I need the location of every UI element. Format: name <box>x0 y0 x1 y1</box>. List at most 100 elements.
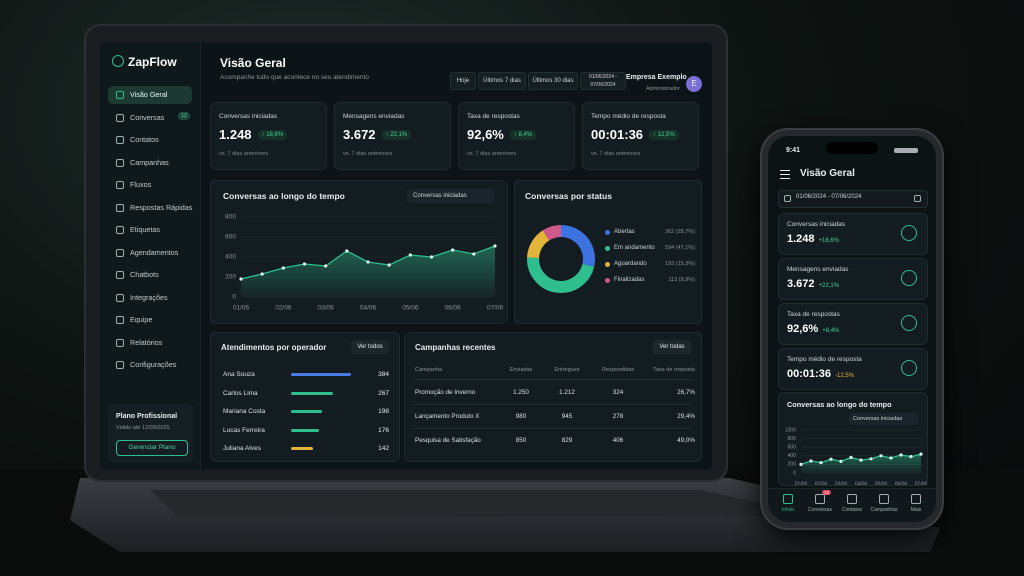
tab-icon <box>911 494 921 504</box>
point <box>839 459 843 463</box>
filter-button[interactable]: Hoje <box>450 72 476 90</box>
nav-item[interactable]: Chatbots <box>130 270 159 279</box>
y-tick-label: 1000 <box>785 427 796 433</box>
x-tick-label: 06/06 <box>895 481 908 485</box>
campaigns-card: Campanhas recentes Ver todas Campanha Envia… <box>404 332 702 462</box>
table-rule <box>413 428 693 429</box>
x-tick-label: 04/06 <box>360 305 377 312</box>
status-icons <box>894 148 918 153</box>
logo-icon <box>112 55 124 67</box>
y-tick-label: 600 <box>225 234 236 241</box>
nav-active <box>108 86 192 104</box>
avatar[interactable]: E <box>686 76 702 92</box>
icon <box>914 195 921 202</box>
table-header: Enviadas <box>509 367 533 373</box>
nav-item[interactable]: Campanhas <box>130 157 169 167</box>
kpi-delta: -12,5% <box>835 373 855 379</box>
filter-button[interactable]: Últimos 30 dias <box>528 72 578 90</box>
nav-item[interactable]: Relatórios <box>130 337 163 347</box>
kpi-row: 92,6% ↑ 8,4% <box>467 127 537 142</box>
nav-item[interactable]: Etiquetas <box>130 225 160 234</box>
kpi-label: Conversas iniciadas <box>219 113 278 120</box>
nav-item[interactable]: Conversas <box>130 112 165 122</box>
nav-item[interactable]: Equipe <box>130 315 153 324</box>
card-button[interactable]: Ver todas <box>653 340 691 354</box>
kpi-value: 3.672 <box>343 127 376 142</box>
tab-label[interactable]: Mais <box>910 507 922 513</box>
kpi-card: Tempo médio de resposta 00:01:36 ↑ 12,5% vs… <box>582 102 699 170</box>
operator-name: Juliana Alves <box>223 445 261 452</box>
legend-dot <box>605 230 610 235</box>
table-cell: 829 <box>561 437 573 444</box>
line-chart-card: Conversas ao longo do tempo Conversas ini… <box>210 180 508 324</box>
kpi-card: Taxa de respostas 92,6% ↑ 8,4% vs. 7 dias a… <box>458 102 575 170</box>
y-tick-label: 800 <box>225 214 236 221</box>
user-name: Empresa Exemplo <box>626 74 687 81</box>
nav-item[interactable]: Contatos <box>130 135 159 144</box>
nav-item[interactable]: Agendamentos <box>130 247 179 257</box>
kpi-value: 00:01:36 <box>591 127 644 142</box>
table-cell: Promoção de Inverno <box>415 389 476 396</box>
y-tick-label: 600 <box>788 445 797 451</box>
kpi-row: 1.248 +18,6% <box>787 233 839 245</box>
kpi-card: Tempo médio de resposta 00:01:36 -12,5% <box>778 348 928 390</box>
kpi-delta: ↑ 8,4% <box>509 129 537 140</box>
kpi-label: Tempo médio de resposta <box>591 113 666 120</box>
table-cell: 49,0% <box>677 437 695 444</box>
kpi-row: 00:01:36 ↑ 12,5% <box>591 127 679 142</box>
nav-item[interactable]: Configurações <box>130 360 177 369</box>
legend-dot <box>605 262 610 267</box>
x-tick-label: 06/06 <box>445 305 462 312</box>
legend-dot <box>605 246 610 251</box>
operator-name: Carlos Lima <box>223 389 258 397</box>
kpi-note: vs. 7 dias anteriores <box>219 151 269 157</box>
operator-value: 176 <box>378 426 389 434</box>
kpi-label: Taxa de respostas <box>787 311 840 318</box>
icon <box>116 136 124 144</box>
kpi-row: 1.248 ↑ 18,6% <box>219 127 288 142</box>
kpi-note: vs. 7 dias anteriores <box>591 151 641 157</box>
table-cell: 1.212 <box>559 389 575 396</box>
nav-badge: 12 <box>178 111 191 120</box>
table-cell: Pesquisa de Satisfação <box>415 437 481 444</box>
card-button[interactable]: Ver todos <box>351 340 389 354</box>
point <box>879 454 883 458</box>
nav-item[interactable]: Respostas Rápidas <box>130 202 193 212</box>
x-tick-label: 01/06 <box>233 305 250 312</box>
tab-label[interactable]: Início <box>782 507 794 513</box>
nav-item[interactable]: Fluxos <box>130 180 152 189</box>
chart-card: Conversas ao longo do tempo Conversas ini… <box>778 392 928 486</box>
nav-item[interactable]: Visão Geral <box>130 90 168 99</box>
table-rule <box>413 404 693 405</box>
area-fill <box>801 454 921 473</box>
operator-value: 267 <box>378 389 389 397</box>
point <box>345 249 349 253</box>
area-fill <box>241 246 495 297</box>
tab-label[interactable]: Contatos <box>841 507 862 513</box>
donut-segment <box>527 230 550 259</box>
icon <box>116 181 124 189</box>
point <box>889 456 893 460</box>
tab-label[interactable]: Conversas <box>808 507 832 513</box>
line-chart: 0 200 400 600 800 1000 01/06 02/06 03/06 04/06 05/… <box>785 427 927 485</box>
point <box>859 458 863 462</box>
plan-button[interactable]: Gerenciar Plano <box>116 440 188 456</box>
table-cell: 1.250 <box>513 389 529 396</box>
date-range[interactable]: 01/06/2024 - 07/06/2024 <box>580 72 626 90</box>
icon <box>116 361 124 369</box>
filter-button[interactable]: Últimos 7 dias <box>478 72 526 90</box>
phone-screen: 9:41 Visão Geral 01/06/2024 - 07/06/2024 Co… <box>768 136 936 522</box>
point <box>281 266 285 270</box>
nav-item[interactable]: Integrações <box>130 292 168 302</box>
dropdown[interactable]: Conversas iniciadas <box>849 413 919 425</box>
phone-date-range[interactable]: 01/06/2024 - 07/06/2024 <box>796 194 862 200</box>
kpi-card: Taxa de respostas 92,6% +8,4% <box>778 303 928 345</box>
operator-name: Ana Souza <box>223 371 255 378</box>
point <box>429 255 434 259</box>
icon <box>784 195 791 202</box>
kpi-delta: ↑ 18,6% <box>257 129 288 140</box>
operator-value: 384 <box>378 371 389 378</box>
dropdown[interactable]: Conversas iniciadas <box>407 189 495 203</box>
tab-label[interactable]: Campanhas <box>870 507 898 513</box>
